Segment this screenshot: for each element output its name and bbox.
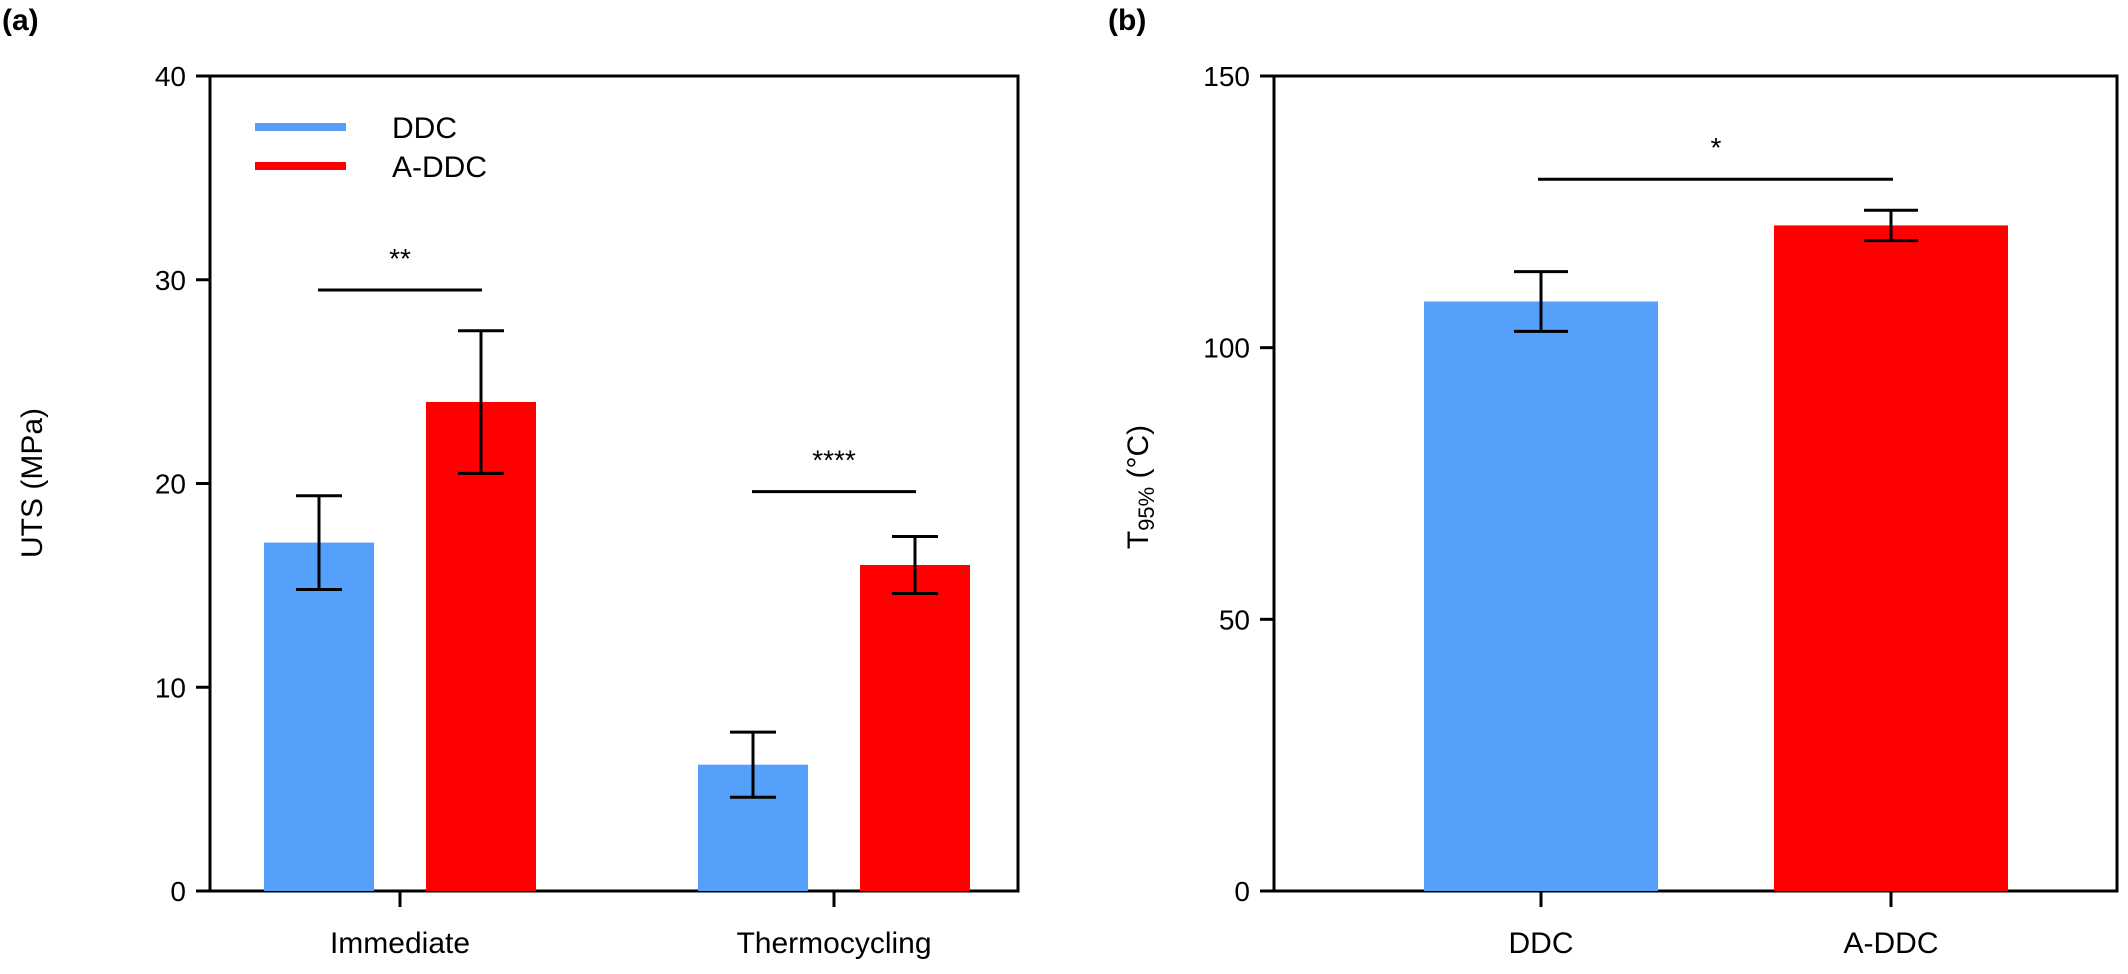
significance-label: **** — [812, 445, 856, 476]
y-tick-label: 50 — [1219, 604, 1250, 635]
y-tick-label: 0 — [170, 876, 186, 907]
y-tick-label: 10 — [155, 672, 186, 703]
significance-label: ** — [389, 243, 411, 274]
x-tick-label: A-DDC — [1844, 927, 1939, 960]
y-tick-label: 40 — [155, 61, 186, 92]
plot-frame — [1272, 74, 2119, 893]
significance-label: * — [1711, 132, 1722, 163]
x-tick-label: DDC — [1509, 927, 1574, 960]
panel-b-ylabel-sub: 95% — [1134, 487, 1159, 531]
panel-a-ylabel: UTS (MPa) — [16, 408, 49, 558]
panel-b-ylabel: T95% (°C) — [1122, 425, 1159, 549]
panel-b-ylabel-unit: (°C) — [1122, 425, 1155, 487]
x-tick-label: Thermocycling — [736, 927, 931, 960]
y-tick-label: 20 — [155, 469, 186, 500]
y-tick-label: 0 — [1234, 876, 1250, 907]
legend-label: DDC — [392, 112, 457, 145]
x-tick-label: Immediate — [330, 927, 470, 960]
bar-a-ddc — [860, 565, 970, 891]
panel-b-ylabel-main: T — [1122, 531, 1155, 549]
y-tick-label: 150 — [1203, 61, 1250, 92]
bar-ddc — [1424, 301, 1658, 891]
bar-a-ddc — [1774, 225, 2008, 891]
panel-a-label: (a) — [2, 4, 39, 37]
legend-label: A-DDC — [392, 151, 487, 184]
bar-ddc — [264, 542, 374, 891]
bar-a-ddc — [426, 402, 536, 891]
panel-b: 0 50 100 150 DDC A-DDC * — [1203, 61, 2119, 960]
y-tick-label: 30 — [155, 265, 186, 296]
y-tick-label: 100 — [1203, 333, 1250, 364]
panel-b-label: (b) — [1108, 4, 1146, 37]
